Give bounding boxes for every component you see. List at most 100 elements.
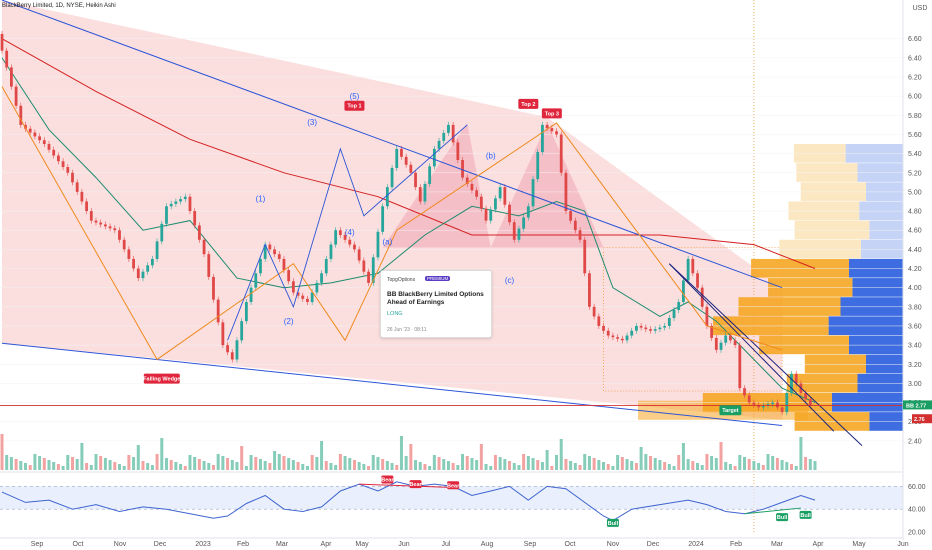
candle-body xyxy=(395,148,399,168)
bull-tag-1-label: Bull xyxy=(608,521,619,527)
currency-label: USD xyxy=(913,5,928,12)
chart-title: BlackBerry Limited, 1D, NYSE, Heikin Ash… xyxy=(2,3,116,9)
candle-body xyxy=(738,345,742,389)
x-tick-label: Apr xyxy=(813,541,825,548)
volume-bar xyxy=(230,460,234,470)
volume-bar xyxy=(813,461,817,470)
volume-bar xyxy=(724,462,728,470)
volume-bar xyxy=(602,462,606,470)
candle-body xyxy=(644,327,648,330)
candle-body xyxy=(197,225,201,240)
candle-body xyxy=(635,325,638,331)
idea-title[interactable]: BB BlackBerry Limited Options Ahead of E… xyxy=(387,291,484,306)
candle-body xyxy=(226,345,229,353)
x-tick-label: Oct xyxy=(73,541,84,548)
volume-bar xyxy=(470,458,474,470)
osc-tick-label: 60.00 xyxy=(908,484,926,491)
tag-falling_wedge xyxy=(143,373,180,384)
y-tick-label: 6.00 xyxy=(908,94,922,101)
volume-bar xyxy=(348,458,352,470)
candle-body xyxy=(649,329,652,331)
candle-body xyxy=(9,67,13,87)
candle-body xyxy=(296,292,300,296)
candle-body xyxy=(390,167,394,188)
candle-body xyxy=(385,187,389,207)
bear-tag-3-label: Bear xyxy=(447,483,460,489)
volume-bar xyxy=(207,463,211,470)
volume-bar xyxy=(334,465,338,470)
candle-body xyxy=(625,335,629,341)
candle-body xyxy=(437,140,441,149)
tag-label-target: Target xyxy=(722,408,739,414)
candle-body xyxy=(80,191,84,202)
volume-bar xyxy=(211,465,215,470)
y-tick-label: 3.80 xyxy=(908,304,922,311)
volume-bar xyxy=(23,463,27,470)
volume-bar xyxy=(291,460,295,470)
candle-body xyxy=(103,224,107,227)
candle-body xyxy=(263,244,267,259)
y-tick-label: 5.00 xyxy=(908,189,922,196)
candle-body xyxy=(761,405,765,408)
volume-bar xyxy=(343,456,347,470)
vp-bar-down xyxy=(779,239,861,259)
wave-label-wave4: (4) xyxy=(345,228,355,237)
x-tick-label: Oct xyxy=(565,541,576,548)
volume-bar xyxy=(70,457,74,470)
channel-line-lower xyxy=(668,263,863,447)
volume-bar xyxy=(569,461,573,470)
candle-body xyxy=(108,226,112,229)
volume-bar xyxy=(616,455,620,470)
volume-bar xyxy=(132,457,136,470)
x-tick-label: 2023 xyxy=(195,541,211,548)
candle-body xyxy=(183,196,187,200)
volume-bar xyxy=(52,462,56,470)
volume-bar xyxy=(56,464,60,470)
volume-bar xyxy=(174,462,178,470)
candle-body xyxy=(451,124,455,143)
bear-tag-1-label: Bear xyxy=(381,478,394,484)
volume-bar xyxy=(381,459,385,470)
volume-bar xyxy=(573,463,577,470)
candle-body xyxy=(545,124,549,129)
candle-body xyxy=(160,223,164,242)
candle-body xyxy=(508,204,511,223)
candle-body xyxy=(729,335,732,341)
volume-bar xyxy=(757,463,761,470)
candle-body xyxy=(597,316,601,326)
candle-body xyxy=(456,142,460,160)
candle-body xyxy=(254,273,258,288)
volume-bar xyxy=(771,456,775,470)
volume-bar xyxy=(799,437,803,470)
bull-tag-2-label: Bull xyxy=(777,515,788,521)
last-price-badge xyxy=(903,400,932,410)
volume-bar xyxy=(324,461,328,470)
volume-bar xyxy=(14,459,18,470)
wedge-lower-line xyxy=(1,342,783,427)
candle-body xyxy=(230,352,234,360)
idea-card[interactable]: TopgOptions PREMIUM BB BlackBerry Limite… xyxy=(380,270,492,338)
candle-body xyxy=(249,287,253,303)
channel-line-upper xyxy=(668,263,835,432)
volume-bar xyxy=(193,457,197,470)
candle-body xyxy=(733,340,737,346)
candle-body xyxy=(691,258,695,274)
volume-bar xyxy=(540,462,544,470)
slow-moving-average xyxy=(1,38,816,269)
candle-body xyxy=(165,206,168,224)
volume-bar xyxy=(728,464,732,470)
bull-tag-1 xyxy=(606,518,619,527)
volume-bar xyxy=(42,458,46,470)
x-tick-label: Jun xyxy=(897,541,908,548)
volume-bar xyxy=(559,439,563,470)
candle-body xyxy=(113,228,117,231)
candle-body xyxy=(710,325,714,338)
y-tick-label: 4.00 xyxy=(908,285,922,292)
x-tick-label: Jul xyxy=(442,541,451,548)
candle-body xyxy=(141,271,145,279)
y-tick-label: 3.20 xyxy=(908,362,922,369)
candle-body xyxy=(381,206,385,232)
volume-bar xyxy=(390,463,394,470)
volume-bar xyxy=(738,455,742,470)
